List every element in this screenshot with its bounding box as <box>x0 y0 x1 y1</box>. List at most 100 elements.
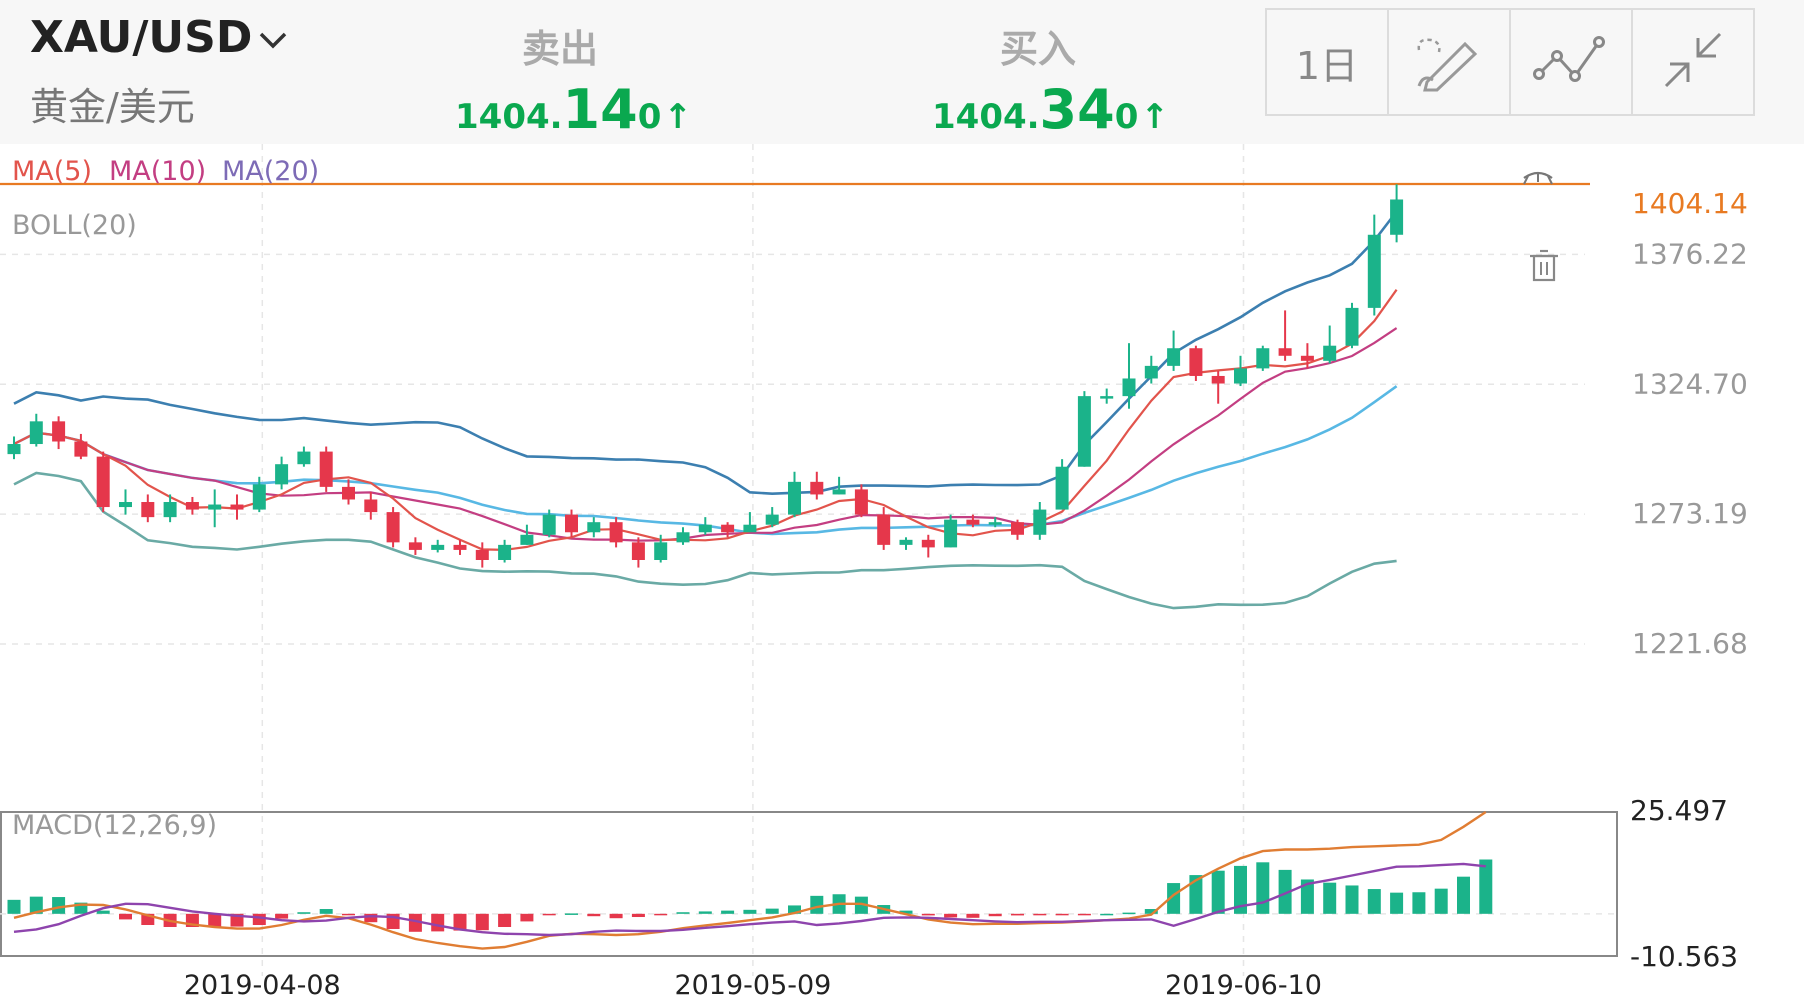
instrument-subtitle: 黄金/美元 <box>30 85 195 129</box>
candle <box>453 539 467 555</box>
buy-label: 买入 <box>1000 27 1077 71</box>
candle <box>364 491 378 520</box>
macd-bar <box>988 913 1002 917</box>
candle-body <box>788 481 801 515</box>
candle-body <box>698 524 712 533</box>
candle <box>342 479 355 505</box>
candle-body <box>342 486 355 500</box>
candle <box>877 507 891 550</box>
macd-bar <box>631 913 645 918</box>
candle-body <box>721 524 735 533</box>
hide-line-icon[interactable] <box>1523 171 1553 185</box>
candle-body <box>1211 375 1225 384</box>
candle <box>1211 370 1225 404</box>
macd-bar <box>565 913 578 915</box>
macd-bar <box>788 905 801 914</box>
candle-body <box>631 542 645 560</box>
macd-bar <box>966 913 980 918</box>
candle-body <box>52 421 66 442</box>
candle <box>1256 345 1270 371</box>
macd-panel-frame <box>0 811 1618 957</box>
candle-body <box>810 481 824 495</box>
candle <box>1100 388 1114 404</box>
candle-body <box>1167 348 1181 366</box>
candle-body <box>364 499 378 513</box>
candle <box>29 413 43 447</box>
buy-price-big: 34 <box>1039 78 1115 141</box>
ma10-label: MA(10) <box>109 156 206 187</box>
y-tick-label: 1324.70 <box>1632 367 1748 400</box>
chevron-down-icon <box>260 32 287 49</box>
macd-bar <box>1144 909 1158 914</box>
macd-bar <box>810 895 824 914</box>
macd-bar <box>498 913 512 927</box>
macd-bar <box>29 896 43 914</box>
candle <box>944 514 958 548</box>
candle-body <box>1033 509 1047 535</box>
candle-body <box>297 451 311 465</box>
candle <box>431 539 445 553</box>
macd-bar <box>1345 885 1359 914</box>
candle <box>1122 343 1136 409</box>
candle-body <box>252 484 266 510</box>
candle-body <box>1122 378 1136 397</box>
macd-bar <box>899 910 913 914</box>
macd-min-label: -10.563 <box>1630 940 1738 973</box>
candle-body <box>96 456 110 508</box>
period-button[interactable]: 1日 <box>1267 10 1389 114</box>
candle-body <box>921 539 935 548</box>
macd-bar <box>765 908 779 914</box>
macd-bar <box>252 913 266 925</box>
candle <box>408 537 422 555</box>
macd-bar <box>1412 892 1426 914</box>
candle <box>185 496 199 515</box>
candle <box>141 494 155 523</box>
candle-body <box>141 502 155 518</box>
symbol-selector[interactable]: XAU/USD <box>30 12 288 63</box>
candle-body <box>230 504 244 510</box>
candle-body <box>1011 522 1024 535</box>
ma5-line <box>13 289 1398 552</box>
delete-line-icon[interactable] <box>1530 249 1558 282</box>
candle-body <box>520 534 534 545</box>
candle <box>1367 214 1381 316</box>
candle <box>475 542 489 568</box>
candle <box>609 517 623 548</box>
macd-bar <box>453 913 467 931</box>
macd-bar <box>944 913 958 918</box>
macd-bar <box>475 913 489 931</box>
arrow-up-icon: ↑ <box>1140 97 1169 137</box>
macd-bar <box>587 913 601 917</box>
price-chart[interactable]: 1376.22 1324.70 1273.19 1221.68 2019-04-08 20… <box>0 144 1804 1002</box>
macd-bar <box>7 899 21 914</box>
macd-bar <box>1189 875 1203 914</box>
macd-bar <box>1234 865 1247 914</box>
ma5-label: MA(5) <box>12 156 92 187</box>
candle-body <box>185 502 199 510</box>
period-label: 1日 <box>1295 43 1359 88</box>
candle <box>1189 345 1203 381</box>
quote-header: XAU/USD 黄金/美元 卖出 1404.140↑ 买入 1404.340↑ … <box>0 0 1804 144</box>
candle-body <box>988 522 1002 525</box>
candle-body <box>29 421 43 445</box>
candle-body <box>609 522 623 543</box>
y-tick-label: 1221.68 <box>1632 627 1748 660</box>
macd-bar <box>1211 870 1225 914</box>
macd-bar <box>74 902 88 914</box>
buy-price[interactable]: 1404.340↑ <box>932 78 1169 141</box>
ma10-line <box>13 327 1398 542</box>
indicator-button[interactable] <box>1511 10 1633 114</box>
macd-bar <box>342 913 355 916</box>
sell-price[interactable]: 1404.140↑ <box>455 78 692 141</box>
candle <box>631 537 645 568</box>
candle <box>854 484 868 518</box>
candle-body <box>899 539 913 545</box>
chart-toolbar: 1日 <box>1265 8 1755 116</box>
candle <box>386 507 400 548</box>
candle <box>52 416 66 450</box>
candle-body <box>1345 307 1359 346</box>
macd-max-label: 25.497 <box>1630 794 1728 827</box>
draw-tool-button[interactable] <box>1389 10 1511 114</box>
candle <box>498 539 512 563</box>
collapse-button[interactable] <box>1633 10 1753 114</box>
